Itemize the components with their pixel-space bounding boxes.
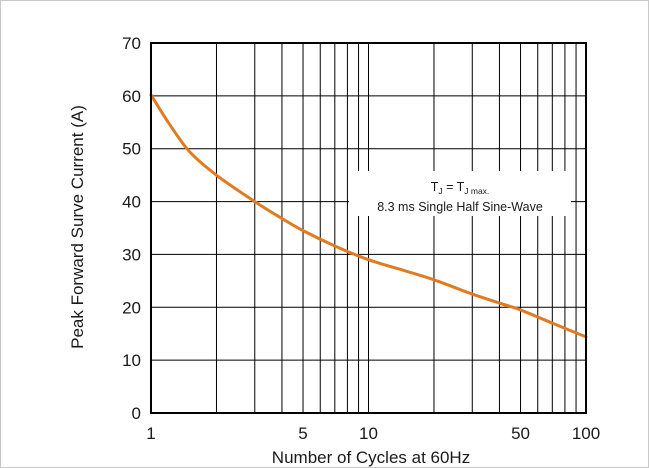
x-tick-label: 5: [298, 424, 307, 443]
y-tick-label: 0: [132, 404, 141, 423]
annotation-tj: T: [431, 180, 439, 194]
grid-lines: [151, 43, 586, 413]
x-tick-label: 50: [511, 424, 530, 443]
x-tick-label: 1: [146, 424, 155, 443]
y-axis-title: Peak Forward Surve Current (A): [68, 105, 87, 349]
y-tick-label: 30: [122, 245, 141, 264]
x-tick-label: 10: [359, 424, 378, 443]
y-tick-label: 10: [122, 351, 141, 370]
series-line: [149, 93, 588, 339]
annotation-equals-tj: = T: [443, 180, 465, 194]
y-tick-label: 70: [122, 34, 141, 53]
y-tick-labels: 0 10 20 30 40 50 60 70: [122, 34, 141, 423]
y-tick-label: 20: [122, 298, 141, 317]
annotation-line1: TJ = TJ max.: [431, 180, 490, 196]
y-tick-label: 60: [122, 87, 141, 106]
plot-area-border: [150, 42, 587, 414]
x-tick-labels: 1 5 10 50 100: [146, 424, 600, 443]
x-axis-title: Number of Cycles at 60Hz: [272, 448, 470, 467]
annotation-background: [349, 171, 571, 216]
x-tick-label: 100: [572, 424, 600, 443]
annotation-tjmax-sub: J max.: [464, 186, 489, 196]
y-tick-label: 50: [122, 140, 141, 159]
annotation-box: TJ = TJ max. 8.3 ms Single Half Sine-Wav…: [349, 171, 571, 216]
y-tick-label: 40: [122, 193, 141, 212]
annotation-line2: 8.3 ms Single Half Sine-Wave: [377, 200, 543, 214]
annotation-tj-sub: J: [438, 186, 442, 196]
